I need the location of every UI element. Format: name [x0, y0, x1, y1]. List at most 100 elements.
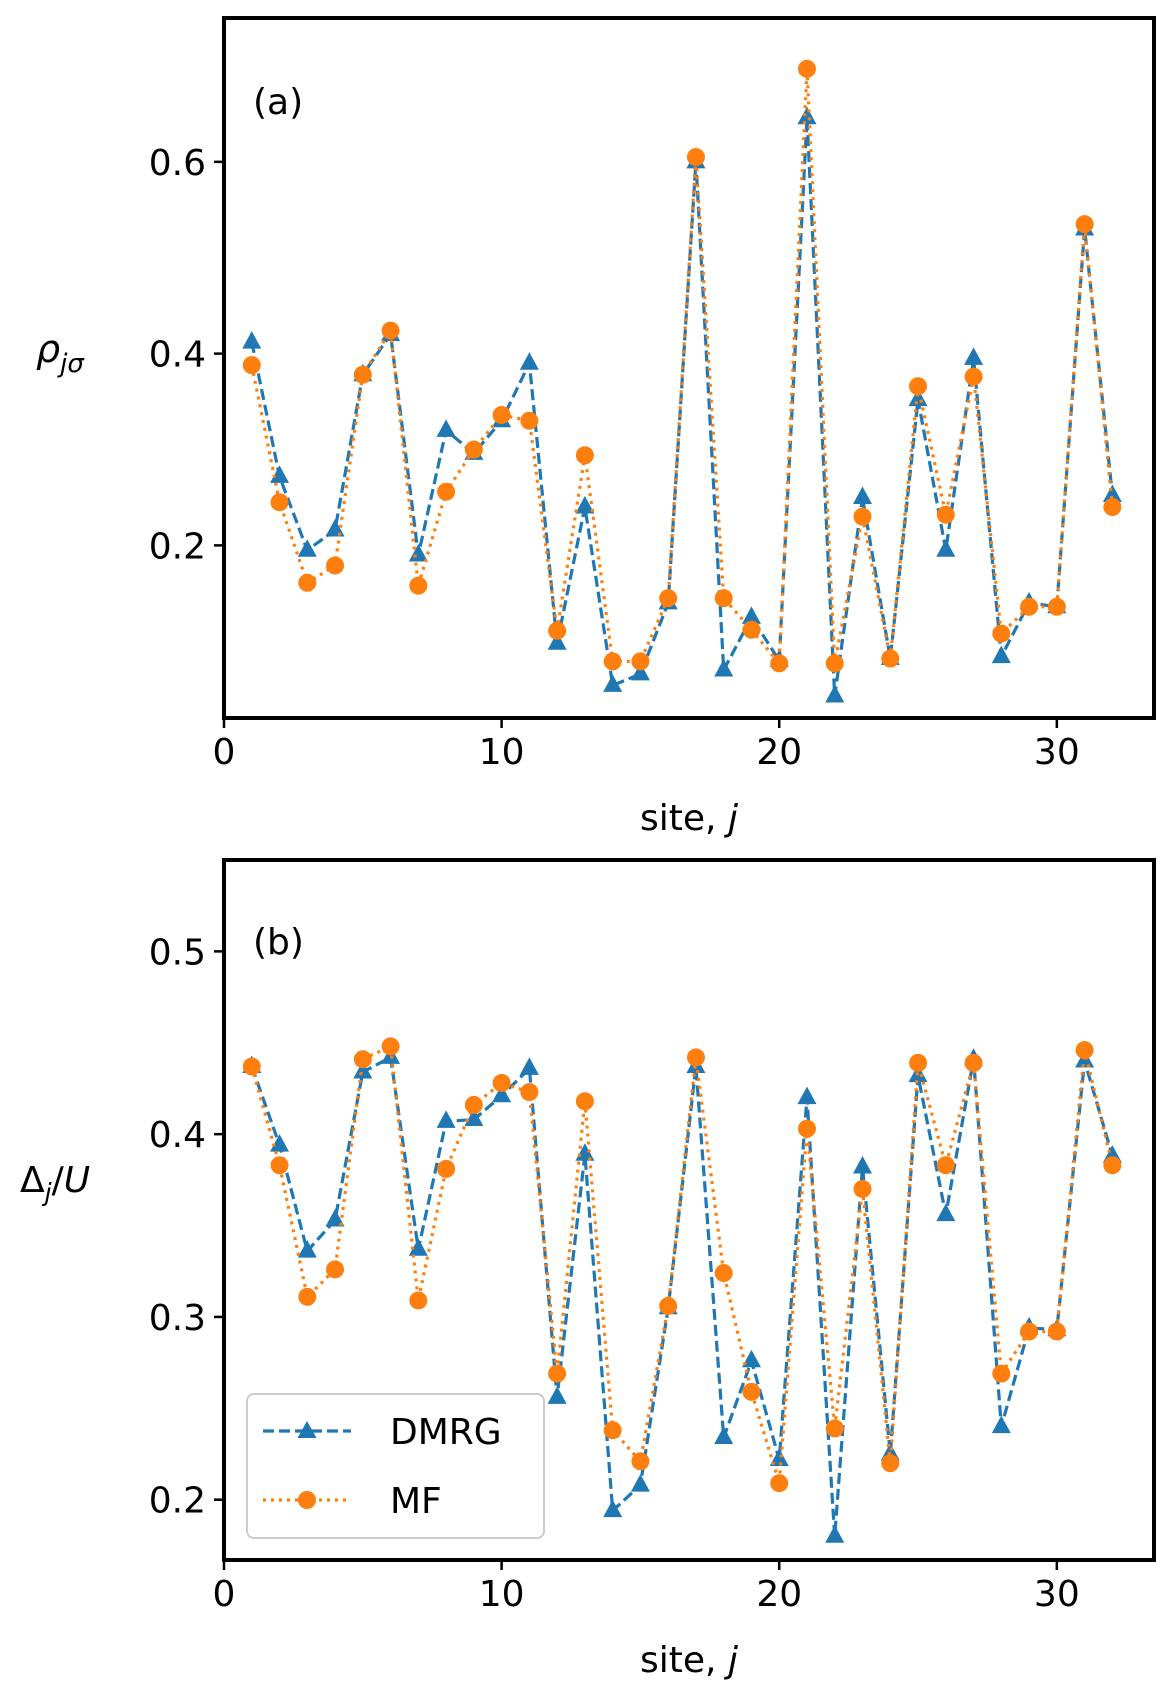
- panel-a-dmrg-point: [797, 106, 817, 125]
- panel-b-mf-point: [270, 1156, 289, 1175]
- panel-a-dmrg-point: [991, 645, 1011, 664]
- panel-b-mf-point: [603, 1421, 622, 1440]
- panel-a-mf-point: [353, 365, 372, 384]
- panel-a-mf-point: [575, 446, 594, 465]
- panel-b-dmrg-point: [297, 1240, 317, 1258]
- panel-a-mf-point: [909, 377, 928, 396]
- panel-b-dmrg-point: [991, 1415, 1011, 1434]
- panel-a-ytick-label: 0.2: [149, 526, 206, 567]
- panel-b-mf-point: [492, 1073, 511, 1092]
- panel-b-dmrg-point: [575, 1143, 595, 1161]
- panel-b-mf-point: [909, 1053, 928, 1072]
- panel-a-mf-point: [242, 356, 261, 375]
- panel-b-ytick-label: 0.5: [149, 932, 206, 973]
- panel-b-dmrg-point: [353, 1061, 373, 1079]
- panel-b-dmrg-point: [797, 1086, 817, 1105]
- panel-a-dmrg-point: [408, 543, 428, 562]
- panel-a-ticks: 0 10 20 30 0.2 0.4 0.6: [149, 143, 1080, 773]
- panel-a-dmrg-point: [825, 684, 845, 703]
- panel-a-mf-point: [437, 482, 456, 501]
- panel-b-series: [242, 1037, 1122, 1543]
- panel-b-label: (b): [253, 922, 304, 963]
- panel-a-mf-point: [992, 624, 1011, 643]
- legend-mf-label: MF: [390, 1481, 442, 1522]
- panel-a-mf-point: [381, 321, 400, 340]
- panel-b-ylabel-sub: j: [42, 1178, 52, 1207]
- panel-b-mf-point: [409, 1291, 428, 1310]
- panel-a-xtick-label: 30: [1034, 732, 1080, 773]
- panel-a-mf-point: [659, 589, 678, 608]
- panel-b-mf-point: [964, 1053, 983, 1072]
- panel-b-xtick-label: 20: [756, 1574, 802, 1615]
- panel-a-xtick-label: 0: [213, 732, 236, 773]
- panel-b-ylabel: Δj/U: [20, 1160, 90, 1207]
- panel-a-dmrg-point: [1102, 484, 1122, 503]
- panel-a-mf-point: [742, 620, 761, 639]
- panel-a-dmrg-point: [603, 674, 623, 692]
- panel-b-dmrg-point: [270, 1134, 290, 1152]
- panel-b-mf-point: [437, 1159, 456, 1178]
- panel-b-mf-point: [575, 1092, 594, 1111]
- panel-b-dmrg-point: [853, 1156, 873, 1174]
- panel-a-mf-point: [1047, 597, 1066, 616]
- panel-b-dmrg-point: [769, 1448, 789, 1466]
- panel-b-dmrg-point: [630, 1474, 650, 1492]
- panel-a-dmrg-point: [325, 519, 345, 537]
- panel-b-mf-point: [825, 1419, 844, 1438]
- panel-b-xtick-label: 0: [213, 1574, 236, 1615]
- panel-a-mf-point: [825, 654, 844, 673]
- panel-b-ylabel-u: U: [64, 1160, 90, 1201]
- panel-b-mf-point: [714, 1264, 733, 1283]
- panel-a-mf-point: [603, 652, 622, 671]
- panel-a-label: (a): [253, 82, 303, 123]
- panel-a-dmrg-point: [547, 632, 567, 650]
- panel-a-mf-point: [1020, 597, 1039, 616]
- panel-b-mf-line: [250, 1044, 1114, 1484]
- panel-a-mf-point: [1075, 215, 1094, 234]
- panel-a-ylabel-sub: jσ: [57, 349, 85, 379]
- panel-a-mf-point: [520, 411, 539, 430]
- panel-b-dmrg-point: [825, 1525, 845, 1543]
- panel-b-mf-point: [381, 1037, 400, 1056]
- panel-b-xtick-label: 30: [1034, 1574, 1080, 1615]
- panel-b-ylabel-rest: /: [52, 1160, 65, 1201]
- panel-b-ylabel-delta: Δ: [20, 1160, 45, 1201]
- panel-b-mf-point: [853, 1179, 872, 1198]
- panel-b-dmrg-point: [519, 1057, 539, 1075]
- panel-a-mf-point: [464, 440, 483, 459]
- panel-b-mf-point: [326, 1260, 345, 1279]
- panel-b-mf-point: [1075, 1041, 1094, 1060]
- legend-mf-marker: [298, 1491, 316, 1509]
- panel-a-mf-point: [686, 148, 705, 167]
- panel-b: 0 10 20 30 0.2 0.3 0.4 0.5 (b) Δj/U site, j DMR…: [20, 858, 1156, 1681]
- panel-a-ylabel: ρjσ: [36, 327, 85, 379]
- panel-a-mf-point: [797, 59, 816, 78]
- panel-b-dmrg-point: [741, 1349, 761, 1368]
- panel-b-dmrg-point: [325, 1209, 345, 1227]
- panel-a-mf-point: [881, 649, 900, 668]
- panel-b-dmrg-point: [603, 1499, 623, 1518]
- panel-b-mf-point: [464, 1095, 483, 1114]
- panel-b-dmrg-point: [936, 1203, 956, 1222]
- panel-a-series: [242, 59, 1122, 703]
- panel-b-mf-point: [1020, 1322, 1039, 1341]
- panel-b-dmrg-point: [714, 1426, 734, 1445]
- panel-a-dmrg-point: [936, 539, 956, 557]
- panel-b-mf-point: [659, 1296, 678, 1315]
- panel-b-mf-point: [1103, 1156, 1122, 1175]
- panel-b-mf-point: [881, 1454, 900, 1473]
- panel-a-mf-point: [409, 576, 428, 595]
- panel-a-dmrg-point: [741, 606, 761, 624]
- panel-a-dmrg-point: [270, 465, 290, 483]
- panel-a: 0 10 20 30 0.2 0.4 0.6 (a) ρjσ site, j: [36, 16, 1156, 839]
- panel-b-xtick-label: 10: [479, 1574, 525, 1615]
- panel-a-mf-point: [326, 556, 345, 575]
- panel-a-mf-point: [492, 405, 511, 424]
- panel-a-mf-point: [770, 654, 789, 673]
- panel-a-dmrg-point: [964, 347, 984, 365]
- panel-b-mf-point: [353, 1050, 372, 1069]
- panel-a-frame: [222, 16, 1156, 720]
- panel-a-mf-point: [631, 652, 650, 671]
- panel-b-ytick-label: 0.3: [149, 1298, 206, 1339]
